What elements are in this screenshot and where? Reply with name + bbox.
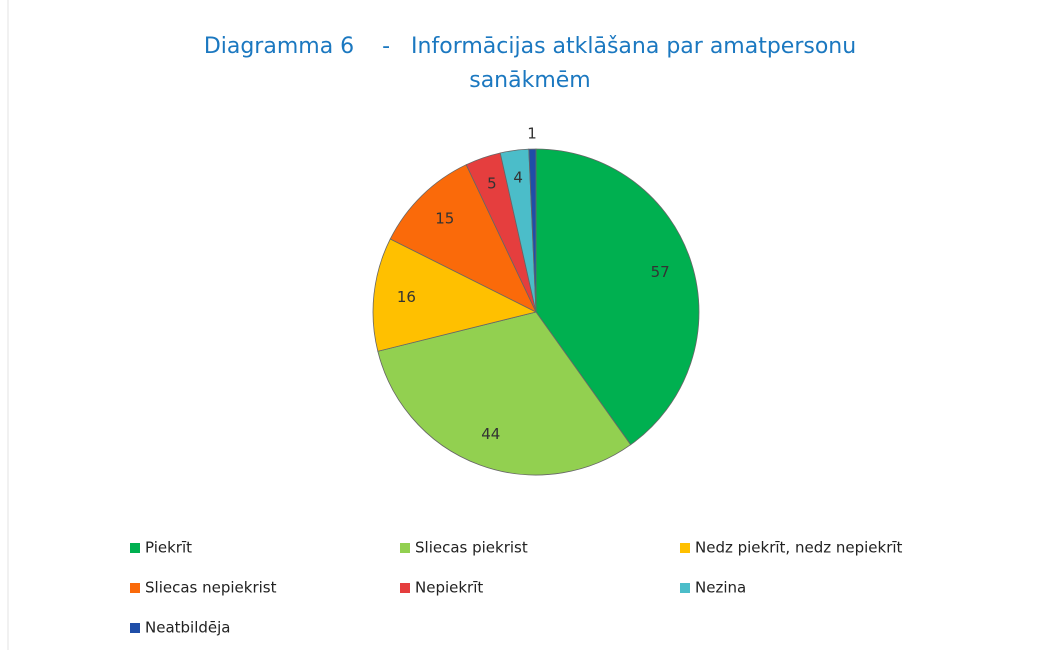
legend-swatch <box>130 543 140 553</box>
legend-label: Nepiekrīt <box>415 579 483 597</box>
legend-swatch <box>400 583 410 593</box>
data-label: 5 <box>487 175 497 193</box>
legend-label: Nedz piekrīt, nedz nepiekrīt <box>695 539 903 557</box>
legend-label: Sliecas nepiekrist <box>145 579 277 597</box>
data-label: 1 <box>527 125 537 143</box>
pie-slice <box>528 148 537 313</box>
legend-swatch <box>680 543 690 553</box>
data-label: 4 <box>513 168 523 186</box>
pie-slice <box>372 238 538 352</box>
pie-slice <box>377 311 632 476</box>
data-label: 57 <box>651 263 670 281</box>
legend-swatch <box>130 623 140 633</box>
legend-label: Piekrīt <box>145 539 192 557</box>
legend-label: Neatbildēja <box>145 619 231 637</box>
data-label: 44 <box>481 425 500 443</box>
pie-slice <box>535 148 700 446</box>
legend-label: Nezina <box>695 579 746 597</box>
data-label: 16 <box>397 288 416 306</box>
legend-swatch <box>130 583 140 593</box>
legend-swatch <box>400 543 410 553</box>
data-label: 15 <box>435 209 454 227</box>
legend-swatch <box>680 583 690 593</box>
pie-slice <box>389 164 537 313</box>
chart-title: Diagramma 6 - Informācijas atklāšana par… <box>203 34 864 93</box>
legend-label: Sliecas piekrist <box>415 539 528 557</box>
